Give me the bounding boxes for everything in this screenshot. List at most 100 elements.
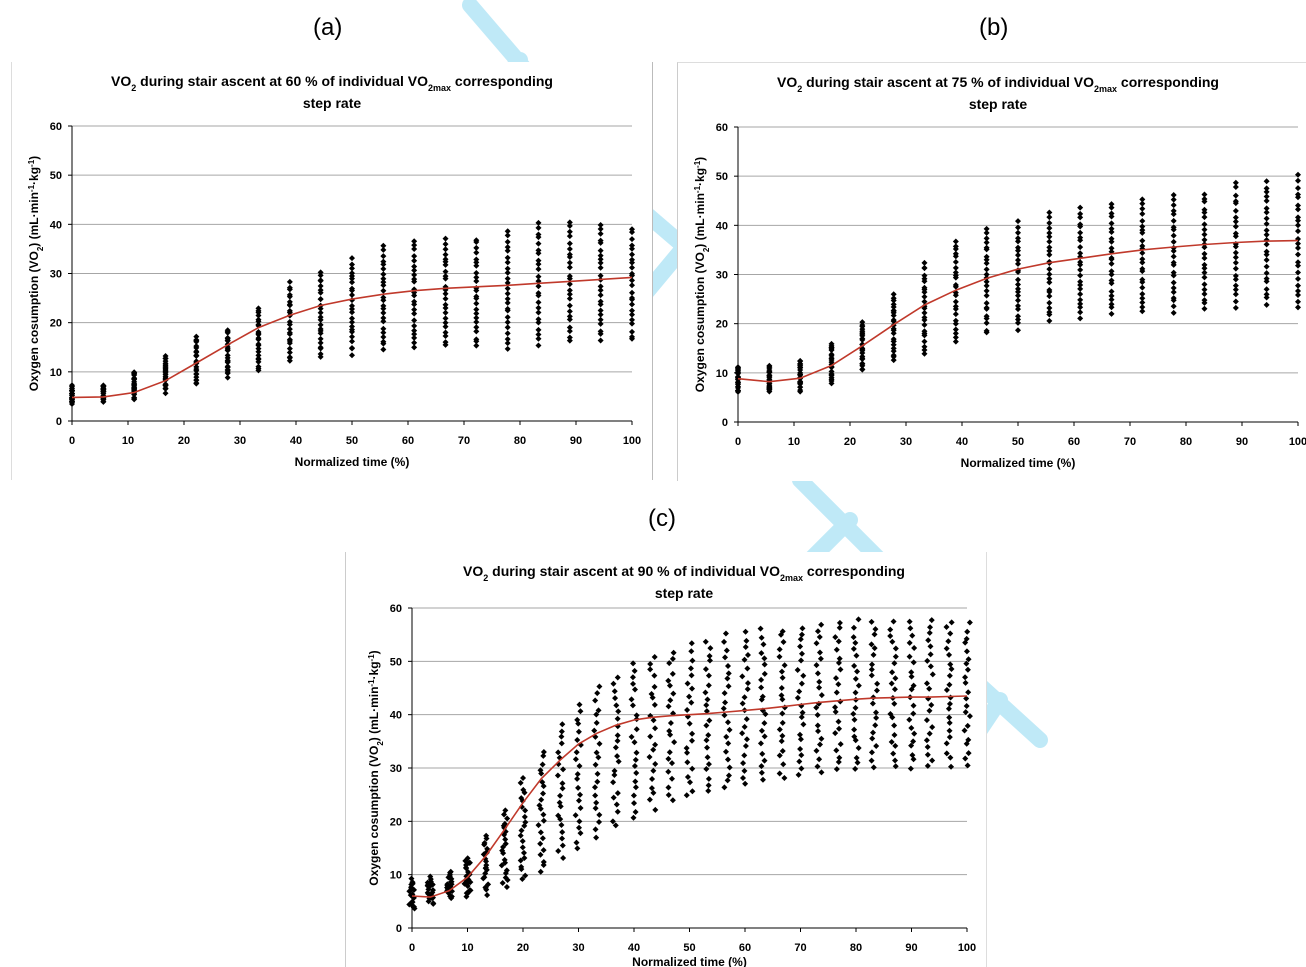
data-point <box>566 240 573 247</box>
data-point <box>504 290 511 297</box>
data-point <box>430 900 437 907</box>
data-point <box>1077 250 1084 257</box>
data-point <box>799 709 806 716</box>
data-point <box>818 692 825 699</box>
data-point <box>597 221 604 228</box>
data-point <box>629 242 635 249</box>
data-point <box>983 244 990 251</box>
data-point <box>851 726 858 733</box>
data-point <box>952 258 959 265</box>
data-point <box>964 762 971 769</box>
data-point <box>566 259 573 266</box>
data-point <box>566 273 573 280</box>
data-point <box>537 840 544 847</box>
x-tick-label: 70 <box>1124 436 1136 448</box>
data-point <box>814 722 821 729</box>
data-point <box>536 802 543 809</box>
x-tick-label: 40 <box>290 435 302 447</box>
data-point <box>535 257 542 264</box>
data-point <box>870 651 877 658</box>
data-point <box>286 284 293 291</box>
data-point <box>1295 240 1301 247</box>
data-point <box>670 649 677 656</box>
data-point <box>1139 196 1146 203</box>
data-point <box>1046 293 1053 300</box>
data-point <box>286 298 293 305</box>
data-point <box>566 313 573 320</box>
x-tick-label: 80 <box>850 942 862 954</box>
data-point <box>539 779 546 786</box>
data-point <box>380 318 387 325</box>
data-point <box>535 273 542 280</box>
data-point <box>193 363 200 370</box>
data-point <box>813 747 820 754</box>
data-point <box>669 670 676 677</box>
data-point <box>559 785 566 792</box>
data-point <box>963 695 970 702</box>
data-point <box>1170 217 1177 224</box>
data-point <box>442 319 449 326</box>
data-point <box>1263 197 1270 204</box>
data-point <box>535 219 542 226</box>
data-point <box>669 760 676 767</box>
data-point <box>759 693 766 700</box>
data-point <box>574 736 581 743</box>
data-point <box>666 660 673 667</box>
y-tick-label: 30 <box>390 763 402 775</box>
data-point <box>614 737 621 744</box>
data-point <box>814 628 821 635</box>
data-point <box>684 749 691 756</box>
data-point <box>705 732 712 739</box>
data-point <box>890 336 897 343</box>
data-point <box>1263 193 1270 200</box>
data-point <box>633 726 640 733</box>
data-point <box>910 682 917 689</box>
data-point <box>286 307 293 314</box>
data-point <box>1170 284 1177 291</box>
data-point <box>1232 214 1239 221</box>
data-point <box>484 845 491 852</box>
data-point <box>502 874 509 881</box>
data-point <box>684 759 691 766</box>
data-point <box>597 230 604 237</box>
data-point <box>317 305 324 312</box>
data-point <box>1263 270 1270 277</box>
data-point <box>442 295 449 302</box>
data-point <box>504 228 511 235</box>
data-point <box>349 297 355 304</box>
data-point <box>796 688 803 695</box>
data-point <box>614 732 621 739</box>
data-point <box>632 778 639 785</box>
data-point <box>1077 285 1084 292</box>
data-point <box>596 811 603 818</box>
data-point <box>888 738 895 745</box>
data-point <box>473 306 480 313</box>
data-point <box>1015 285 1021 292</box>
data-point <box>921 284 928 291</box>
data-point <box>983 271 990 278</box>
data-point <box>464 880 471 887</box>
data-point <box>797 384 804 391</box>
data-point <box>890 345 897 352</box>
data-point <box>921 338 928 345</box>
data-point <box>689 765 696 772</box>
data-point <box>758 727 765 734</box>
data-point <box>555 749 562 756</box>
data-point <box>535 283 542 290</box>
data-point <box>921 309 928 316</box>
data-point <box>704 754 711 761</box>
data-point <box>1201 206 1208 213</box>
data-point <box>559 829 566 836</box>
data-point <box>1077 214 1084 221</box>
data-point <box>828 351 835 358</box>
data-point <box>952 238 959 245</box>
data-point <box>411 886 418 893</box>
data-point <box>1263 178 1270 185</box>
data-point <box>162 352 169 359</box>
data-point <box>572 756 579 763</box>
data-point <box>1139 249 1146 256</box>
data-point <box>483 832 490 839</box>
data-point <box>946 681 953 688</box>
data-point <box>1139 265 1146 272</box>
data-point <box>832 730 839 737</box>
